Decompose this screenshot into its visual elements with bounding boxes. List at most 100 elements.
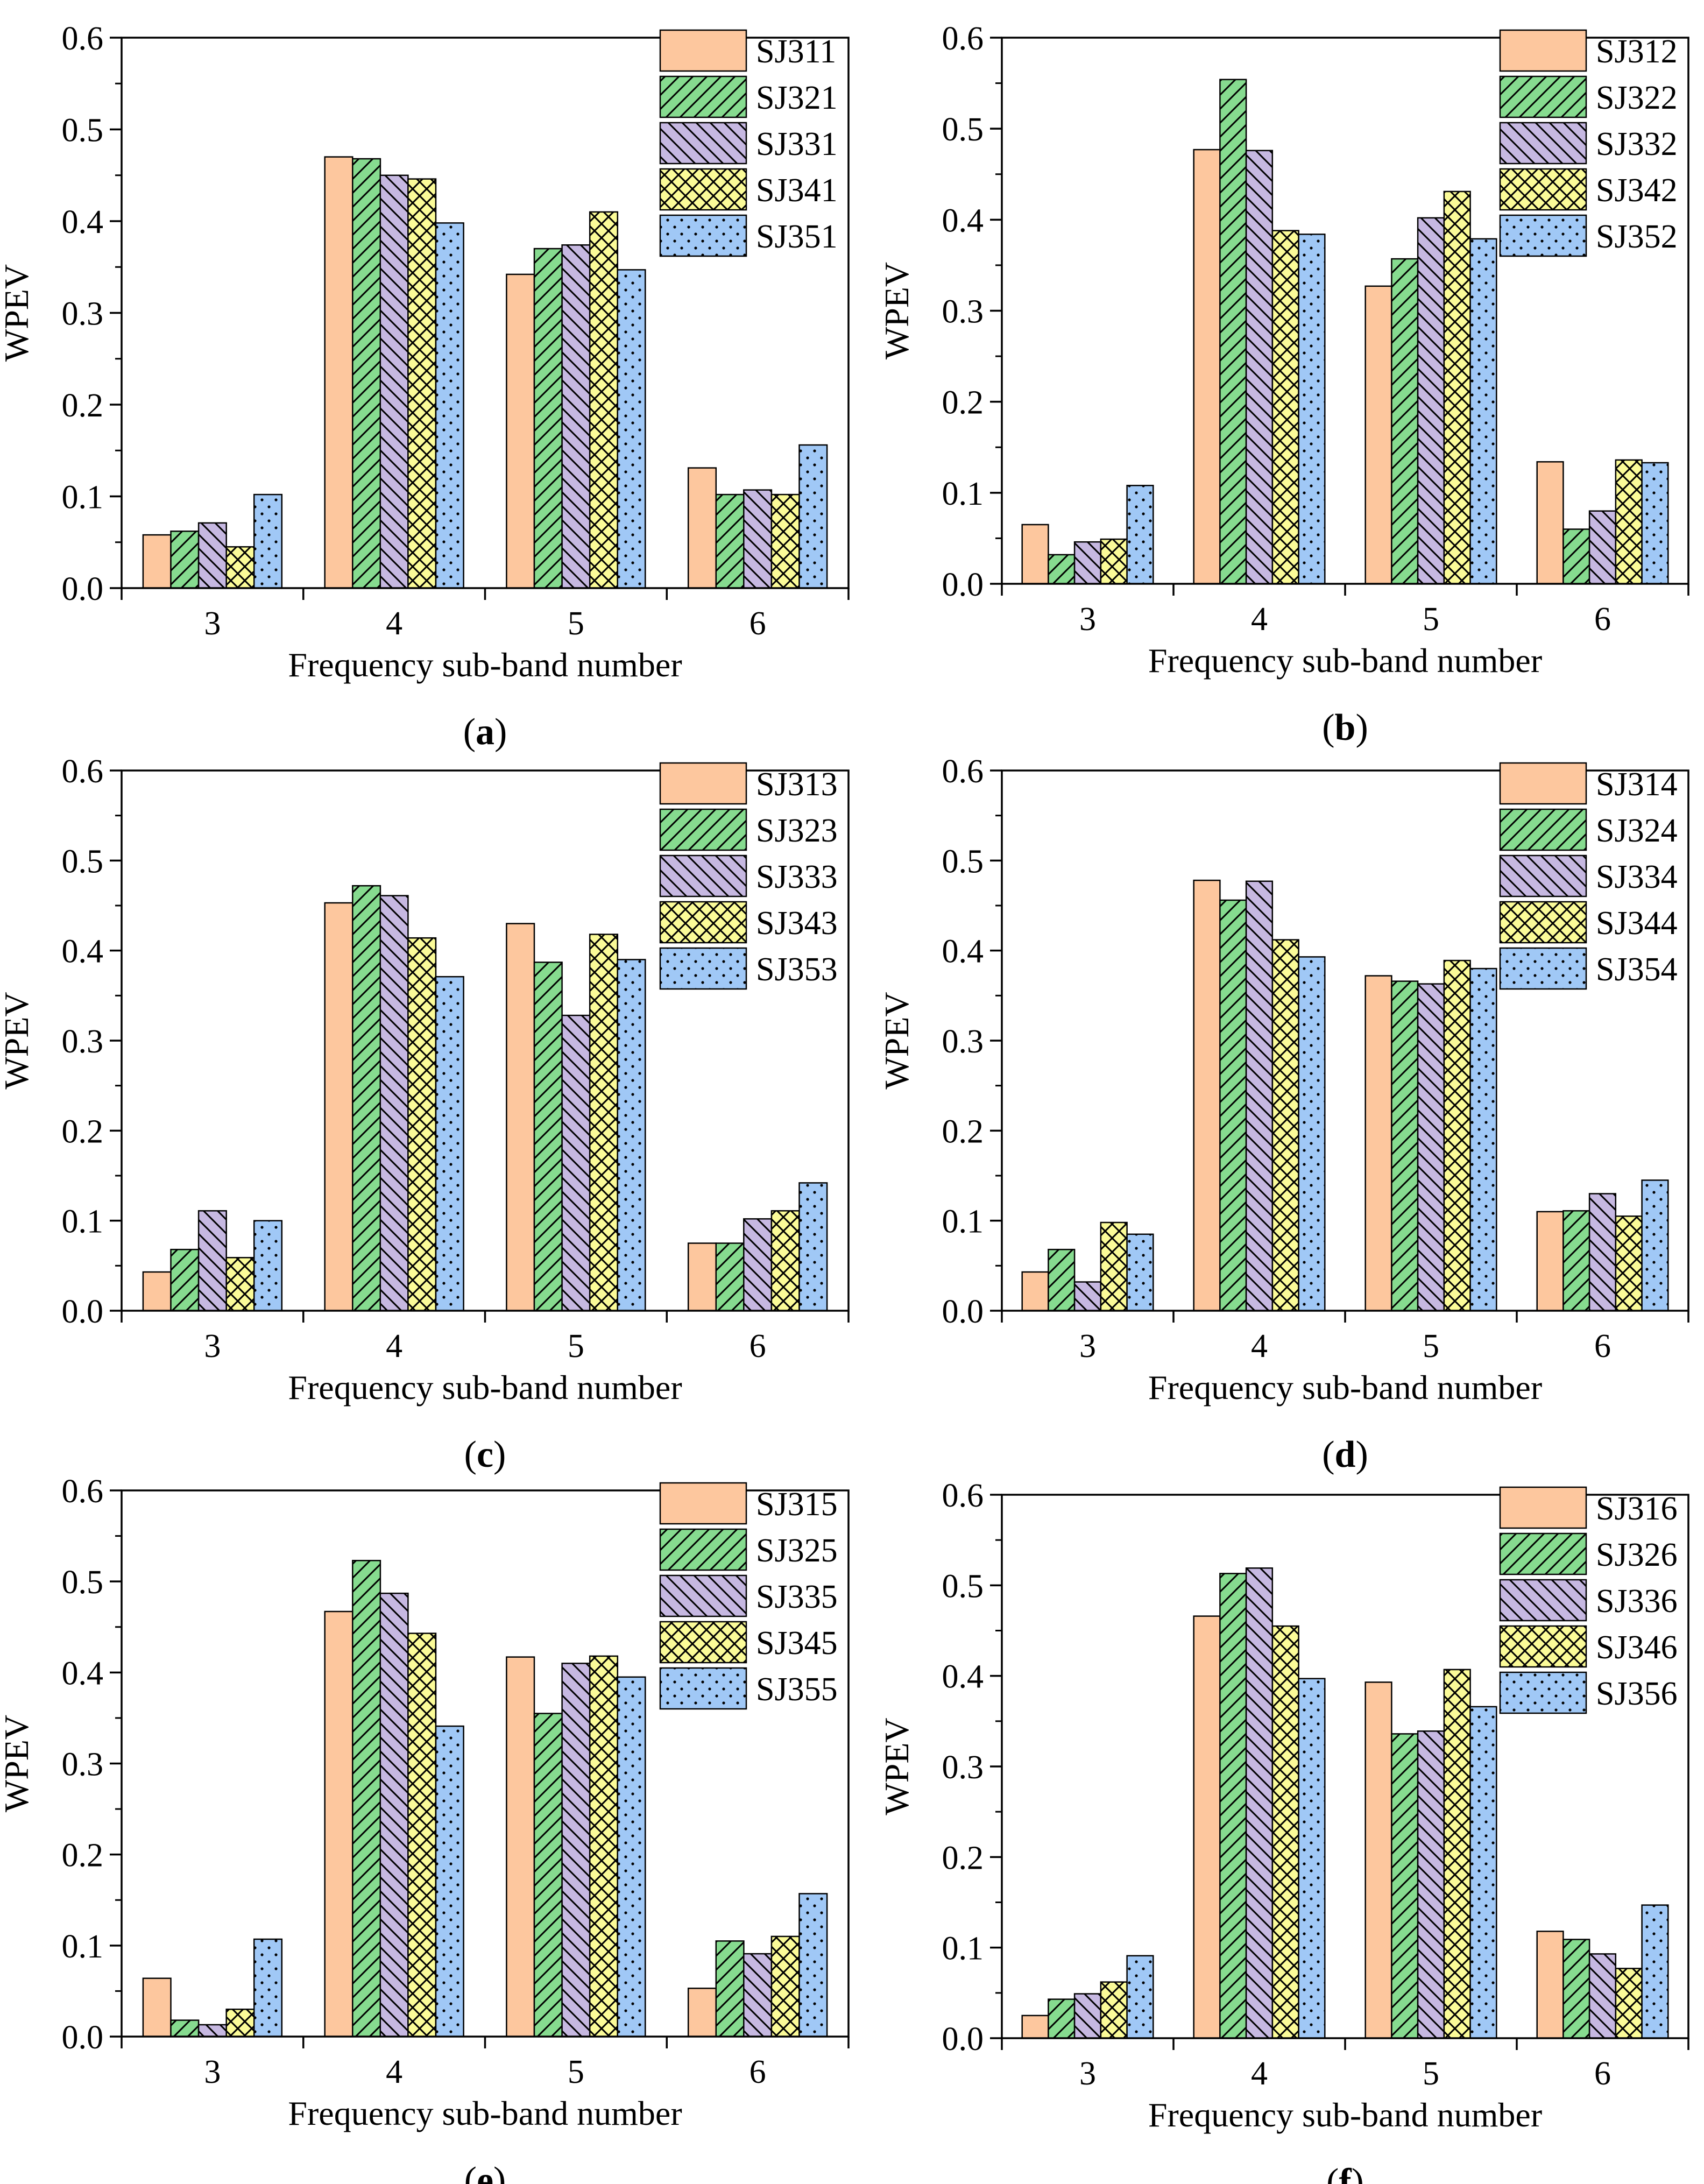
legend-swatch-SJ354 [1499,947,1587,990]
legend-label: SJ334 [1596,859,1678,895]
bar-SJ316-5 [1364,1681,1392,2039]
x-axis-label: Frequency sub-band number [288,646,682,684]
y-tick-label: 0.3 [942,1749,984,1786]
y-tick-label: 0.2 [62,1113,104,1150]
bar-SJ324-3 [1048,1248,1076,1312]
bar-SJ335-6 [743,1953,773,2038]
legend-label: SJ351 [756,218,838,255]
y-tick-label: 0.3 [62,1747,104,1783]
legend-swatch-SJ351 [659,214,747,257]
y-axis-label: WPEV [0,1715,36,1812]
bar-SJ344-3 [1100,1221,1128,1312]
panel-caption: (e) [464,2160,506,2184]
y-tick-label: 0.1 [942,476,984,512]
y-tick-label: 0.0 [62,2019,104,2056]
legend-swatch-SJ355 [659,1667,747,1710]
x-tick-label: 6 [750,2054,766,2090]
bar-SJ326-4 [1219,1573,1247,2039]
legend-swatch-SJ325 [659,1528,747,1571]
y-tick-label: 0.1 [942,1931,984,1967]
bar-SJ324-5 [1391,980,1419,1312]
legend-label: SJ355 [756,1671,838,1708]
legend-label: SJ332 [1596,126,1678,162]
y-tick-label: 0.0 [62,571,104,607]
bar-SJ353-6 [798,1182,828,1312]
x-tick-label: 4 [1251,2055,1268,2092]
legend-label: SJ323 [756,812,838,849]
bar-SJ322-5 [1391,258,1419,585]
bar-SJ356-5 [1469,1706,1497,2039]
bar-SJ316-4 [1193,1615,1221,2039]
y-tick-label: 0.3 [62,1023,104,1060]
bar-SJ314-4 [1193,879,1221,1312]
y-tick-label: 0.2 [942,385,984,421]
x-tick-label: 3 [204,2054,221,2090]
bar-SJ333-5 [561,1014,591,1312]
y-tick-label: 0.2 [62,387,104,424]
plot-frame [121,769,850,1312]
bar-SJ335-4 [379,1592,409,2038]
x-tick-label: 6 [1594,601,1611,638]
bar-SJ356-3 [1126,1955,1154,2039]
x-axis-label: Frequency sub-band number [1148,2096,1542,2134]
bar-SJ316-6 [1536,1931,1564,2039]
bar-SJ355-6 [798,1893,828,2038]
bar-SJ356-6 [1641,1904,1669,2039]
y-tick-label: 0.6 [62,20,104,57]
legend-swatch-SJ356 [1499,1671,1587,1714]
bar-SJ354-3 [1126,1233,1154,1312]
legend-swatch-SJ344 [1499,901,1587,944]
bar-SJ345-6 [770,1935,800,2038]
bar-SJ311-6 [687,467,717,589]
bar-SJ331-3 [197,522,227,589]
legend-swatch-SJ314 [1499,762,1587,805]
bar-SJ331-6 [743,489,773,589]
legend-label: SJ333 [756,859,838,895]
x-tick-label: 4 [1251,601,1268,638]
bar-SJ351-6 [798,444,828,589]
y-tick-label: 0.0 [62,1294,104,1330]
bar-SJ323-3 [170,1248,200,1312]
bar-SJ335-5 [561,1663,591,2038]
y-tick-label: 0.6 [62,1473,104,1510]
x-tick-label: 3 [1079,1328,1096,1365]
bar-SJ314-6 [1536,1211,1564,1312]
bar-SJ322-3 [1048,554,1076,585]
bar-SJ345-4 [407,1632,437,2038]
y-axis-label: WPEV [878,262,916,359]
y-tick-label: 0.4 [62,1655,104,1692]
bar-SJ332-6 [1588,510,1617,585]
legend-label: SJ341 [756,172,838,209]
legend-swatch-SJ324 [1499,808,1587,851]
y-tick-label: 0.1 [942,1204,984,1240]
x-axis-label: Frequency sub-band number [288,1368,682,1406]
y-tick-label: 0.3 [942,294,984,330]
y-tick-label: 0.6 [942,753,984,790]
bar-SJ311-3 [142,534,172,589]
bar-SJ341-5 [589,211,619,589]
legend-label: SJ312 [1596,33,1678,70]
y-tick-label: 0.4 [942,202,984,239]
bar-SJ343-4 [407,937,437,1312]
chart-panel-f: 0.0 0.1 0.2 0.3 0.4 0.5 0.6 3 4 5 6 Frequency sub-b… [878,1478,1689,2184]
bar-SJ355-3 [253,1938,283,2038]
legend-label: SJ353 [756,951,838,988]
bar-SJ334-5 [1417,983,1445,1312]
bar-SJ346-4 [1271,1625,1299,2039]
x-tick-label: 6 [1594,2055,1611,2092]
bar-SJ324-4 [1219,899,1247,1312]
legend-label: SJ343 [756,905,838,942]
y-tick-label: 0.5 [942,111,984,148]
y-axis-label: WPEV [0,264,36,362]
bar-SJ325-3 [170,2019,200,2038]
bar-SJ343-5 [589,934,619,1312]
bar-SJ332-4 [1245,150,1274,585]
bar-SJ322-4 [1219,79,1247,585]
bar-SJ341-6 [770,493,800,589]
x-tick-label: 4 [386,605,402,642]
bar-SJ345-3 [225,2009,255,2038]
y-tick-label: 0.3 [62,296,104,333]
legend-swatch-SJ331 [659,122,747,165]
bar-SJ335-3 [197,2024,227,2038]
bar-SJ326-5 [1391,1733,1419,2039]
